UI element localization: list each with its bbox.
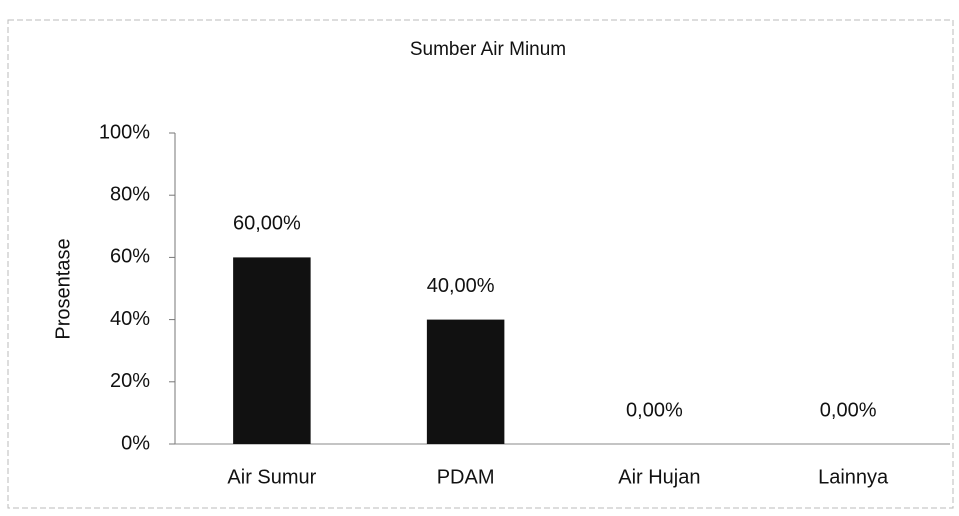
data-label: 0,00% — [626, 399, 683, 421]
chart-frame — [7, 19, 954, 509]
y-tick-label: 100% — [99, 121, 150, 143]
x-tick-label: Air Sumur — [227, 466, 316, 488]
y-tick-label: 40% — [110, 308, 150, 330]
y-tick-label: 80% — [110, 183, 150, 205]
data-label: 0,00% — [820, 399, 877, 421]
y-tick-label: 60% — [110, 246, 150, 268]
y-axis-label: Prosentase — [52, 238, 74, 339]
bar — [233, 257, 311, 444]
bar — [426, 319, 505, 444]
x-tick-label: Air Hujan — [618, 466, 700, 488]
x-tick-label: PDAM — [437, 466, 495, 488]
chart-title: Sumber Air Minum — [410, 39, 566, 60]
data-label: 60,00% — [233, 213, 301, 235]
y-tick-label: 20% — [110, 370, 150, 392]
y-tick-label: 0% — [121, 432, 150, 454]
data-label: 40,00% — [427, 275, 495, 297]
x-tick-label: Lainnya — [818, 466, 889, 488]
